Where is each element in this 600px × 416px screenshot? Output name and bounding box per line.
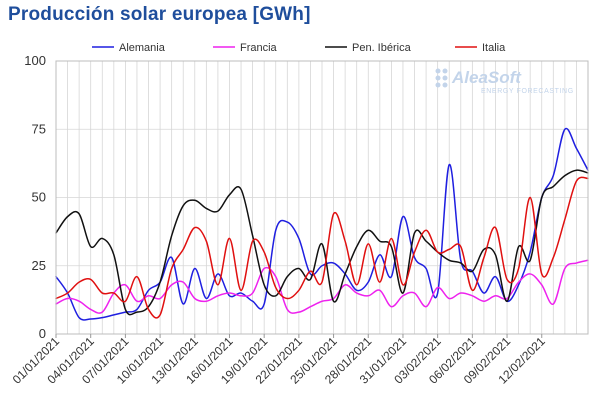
series-lines — [55, 127, 589, 321]
legend-label-pen-ib-rica: Pen. Ibérica — [352, 42, 412, 54]
legend-label-italia: Italia — [482, 42, 506, 54]
plot-border — [55, 60, 589, 335]
y-tick-label: 100 — [24, 53, 46, 68]
aleasoft-watermark: AleaSoft ENERGY FORECASTING — [435, 68, 574, 95]
legend-label-alemania: Alemania — [119, 42, 166, 54]
y-tick-label: 75 — [32, 121, 46, 136]
chart-title: Producción solar europea [GWh] — [8, 4, 311, 25]
y-tick-label: 50 — [32, 190, 46, 205]
series-line-italia — [55, 176, 589, 319]
legend-label-francia: Francia — [240, 42, 278, 54]
watermark-brand: AleaSoft — [451, 68, 522, 87]
watermark-tagline: ENERGY FORECASTING — [481, 88, 574, 95]
y-tick-label: 0 — [39, 326, 46, 341]
legend: Alemania Francia Pen. Ibérica Italia — [92, 42, 506, 54]
aleasoft-logo-icon — [435, 68, 448, 88]
y-tick-label: 25 — [32, 258, 46, 273]
grid — [55, 60, 589, 335]
series-line-pen-ib-rica — [55, 169, 589, 316]
